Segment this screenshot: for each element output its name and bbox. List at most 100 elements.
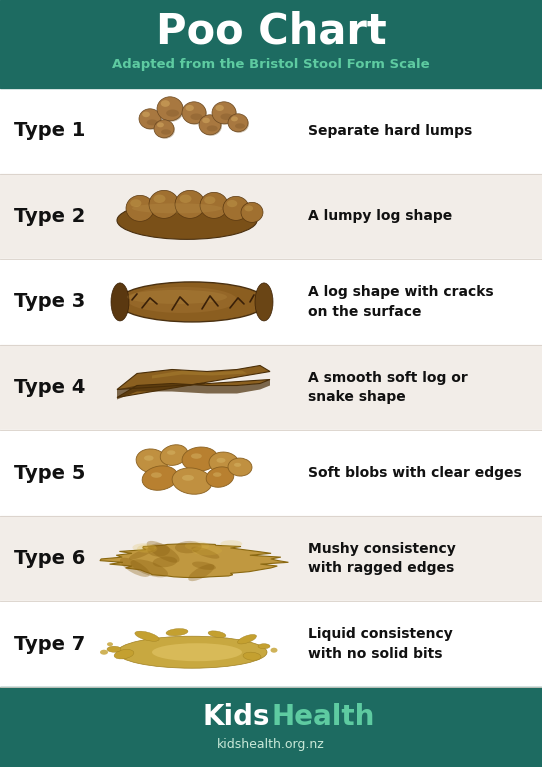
Ellipse shape xyxy=(207,125,218,131)
Ellipse shape xyxy=(202,117,210,123)
Text: Adapted from the Bristol Stool Form Scale: Adapted from the Bristol Stool Form Scal… xyxy=(112,58,430,71)
Ellipse shape xyxy=(147,120,158,125)
Ellipse shape xyxy=(131,559,168,578)
Ellipse shape xyxy=(270,647,278,653)
Bar xyxy=(0,516,542,601)
Ellipse shape xyxy=(192,546,222,555)
Text: Separate hard lumps: Separate hard lumps xyxy=(308,123,472,138)
Ellipse shape xyxy=(137,545,157,553)
Ellipse shape xyxy=(182,102,206,123)
Ellipse shape xyxy=(166,629,188,636)
Ellipse shape xyxy=(111,283,129,321)
Bar xyxy=(0,0,542,88)
Text: Type 5: Type 5 xyxy=(14,463,86,482)
Ellipse shape xyxy=(216,105,224,111)
Text: Mushy consistency
with ragged edges: Mushy consistency with ragged edges xyxy=(308,542,456,575)
Ellipse shape xyxy=(228,114,248,132)
Ellipse shape xyxy=(185,105,194,111)
Bar xyxy=(0,601,542,687)
Bar xyxy=(0,430,542,516)
Bar xyxy=(0,88,542,173)
Ellipse shape xyxy=(175,190,205,219)
Ellipse shape xyxy=(182,475,194,481)
Ellipse shape xyxy=(114,650,134,659)
Ellipse shape xyxy=(234,463,241,467)
Text: Poo Chart: Poo Chart xyxy=(156,11,386,53)
Ellipse shape xyxy=(136,449,168,473)
Ellipse shape xyxy=(213,103,237,125)
Ellipse shape xyxy=(255,283,273,321)
Bar xyxy=(0,259,542,344)
Ellipse shape xyxy=(208,631,226,637)
Ellipse shape xyxy=(144,456,153,461)
Bar xyxy=(0,687,542,767)
Ellipse shape xyxy=(129,548,154,560)
Ellipse shape xyxy=(183,103,207,125)
Ellipse shape xyxy=(223,196,249,220)
Ellipse shape xyxy=(231,117,238,121)
Ellipse shape xyxy=(243,652,261,660)
Ellipse shape xyxy=(228,458,252,476)
Ellipse shape xyxy=(192,561,216,570)
Ellipse shape xyxy=(237,634,256,644)
Ellipse shape xyxy=(229,115,249,133)
Ellipse shape xyxy=(167,450,176,455)
Ellipse shape xyxy=(221,114,233,120)
Text: Type 1: Type 1 xyxy=(14,121,86,140)
Ellipse shape xyxy=(158,97,184,122)
Text: Health: Health xyxy=(271,703,375,731)
Ellipse shape xyxy=(160,445,188,466)
Text: Type 4: Type 4 xyxy=(14,378,86,397)
Text: A smooth soft log or
snake shape: A smooth soft log or snake shape xyxy=(308,370,468,404)
Bar xyxy=(0,344,542,430)
Ellipse shape xyxy=(153,557,177,568)
Ellipse shape xyxy=(117,282,267,322)
Ellipse shape xyxy=(139,109,161,129)
Ellipse shape xyxy=(157,97,183,120)
Ellipse shape xyxy=(227,200,237,207)
Text: Type 7: Type 7 xyxy=(14,635,85,653)
Ellipse shape xyxy=(117,202,257,239)
Ellipse shape xyxy=(130,199,141,207)
Ellipse shape xyxy=(213,472,221,477)
Text: Liquid consistency
with no solid bits: Liquid consistency with no solid bits xyxy=(308,627,453,661)
Ellipse shape xyxy=(117,636,267,668)
Ellipse shape xyxy=(154,120,174,138)
Ellipse shape xyxy=(182,447,218,471)
Ellipse shape xyxy=(120,558,150,577)
Ellipse shape xyxy=(209,452,239,474)
Ellipse shape xyxy=(140,110,162,130)
Bar xyxy=(0,173,542,259)
Ellipse shape xyxy=(135,631,159,641)
Ellipse shape xyxy=(191,453,202,459)
Ellipse shape xyxy=(153,195,165,203)
Ellipse shape xyxy=(172,468,212,494)
Ellipse shape xyxy=(244,206,253,212)
Ellipse shape xyxy=(127,287,237,313)
Ellipse shape xyxy=(175,541,202,553)
Text: Soft blobs with clear edges: Soft blobs with clear edges xyxy=(308,466,522,480)
Polygon shape xyxy=(117,380,270,400)
Ellipse shape xyxy=(152,644,242,661)
Ellipse shape xyxy=(142,466,178,490)
Ellipse shape xyxy=(107,647,121,652)
Ellipse shape xyxy=(127,290,227,304)
Ellipse shape xyxy=(107,642,113,647)
Polygon shape xyxy=(117,366,270,397)
Ellipse shape xyxy=(241,202,263,222)
Text: Kids: Kids xyxy=(203,703,270,731)
Ellipse shape xyxy=(157,122,164,127)
Ellipse shape xyxy=(147,541,179,563)
Ellipse shape xyxy=(166,110,179,117)
Ellipse shape xyxy=(216,458,225,463)
Ellipse shape xyxy=(191,547,220,558)
Ellipse shape xyxy=(151,472,162,478)
Ellipse shape xyxy=(221,540,242,548)
Text: Type 2: Type 2 xyxy=(14,207,86,225)
Ellipse shape xyxy=(155,120,175,139)
Ellipse shape xyxy=(142,111,150,117)
Ellipse shape xyxy=(258,644,270,649)
Ellipse shape xyxy=(185,542,209,551)
Ellipse shape xyxy=(212,102,236,123)
Ellipse shape xyxy=(235,123,245,129)
